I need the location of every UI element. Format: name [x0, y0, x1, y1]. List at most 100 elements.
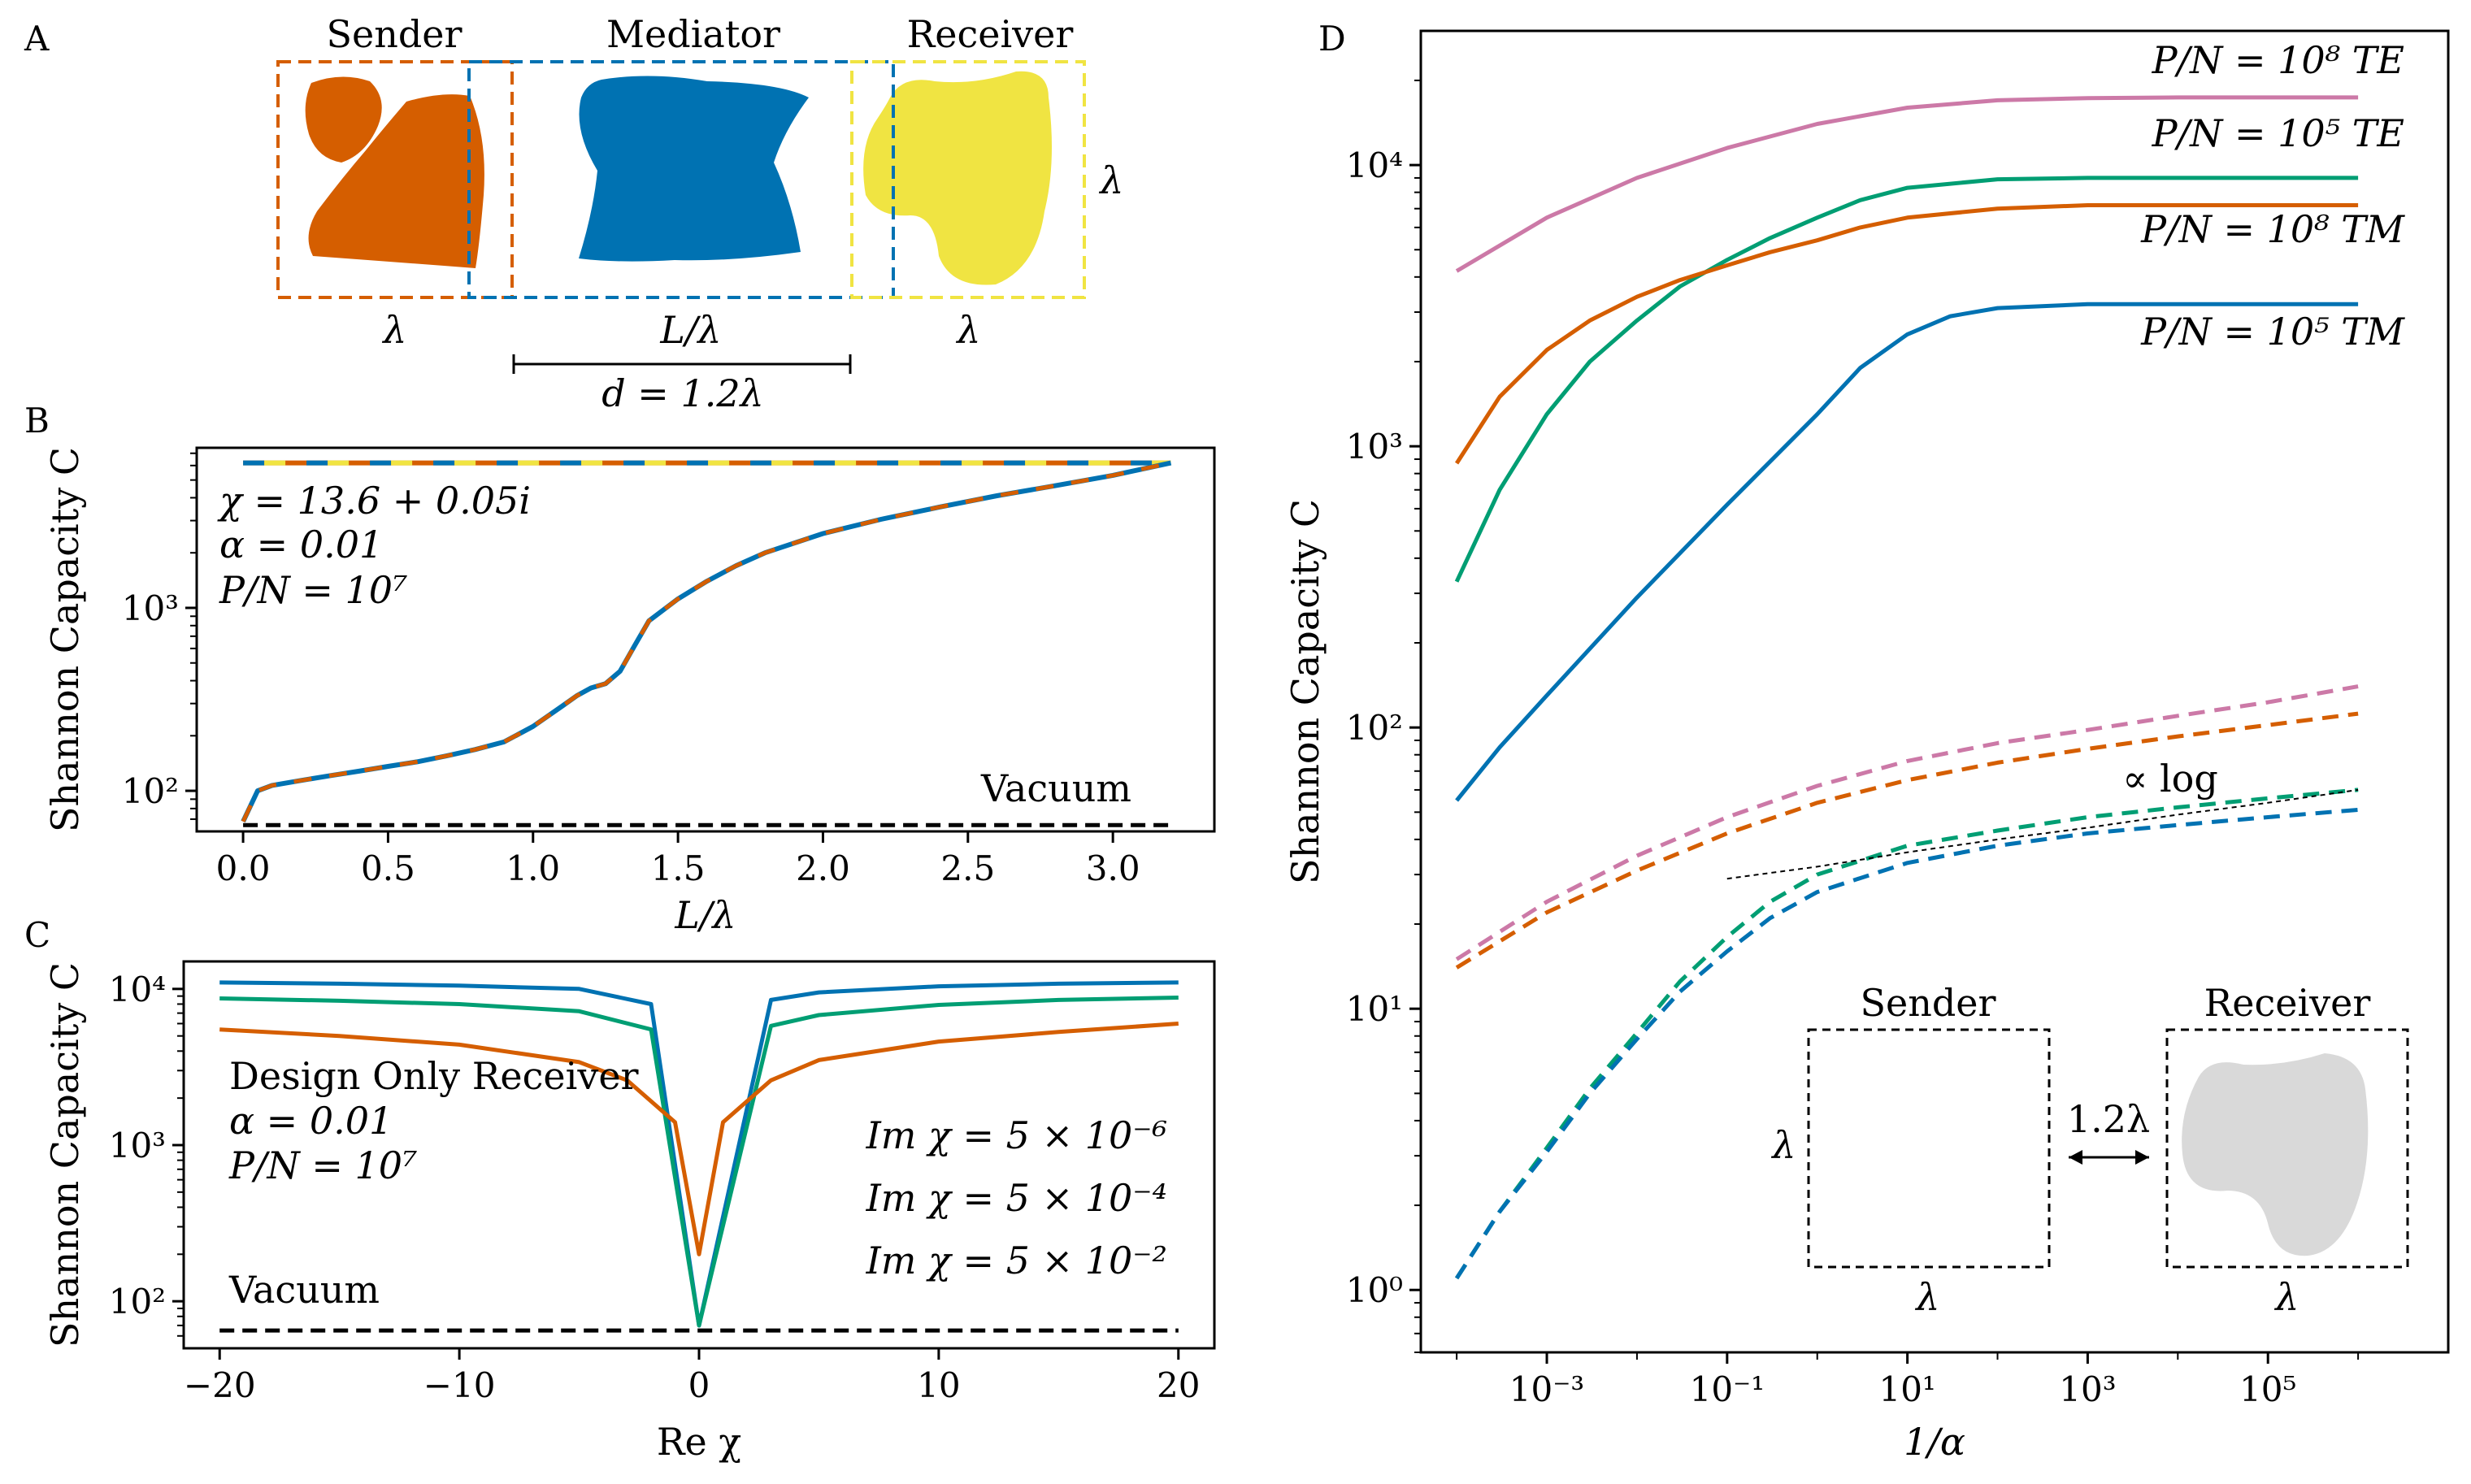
- legend-pn-1e5-te: P/N = 10⁵ TE: [2152, 111, 2404, 155]
- x-tick-label: 0: [688, 1365, 710, 1405]
- sender-width-label: λ: [381, 308, 406, 352]
- panel-label-a: A: [24, 19, 50, 59]
- panel-d-plot-area: [1454, 95, 2359, 1280]
- panel-d-x-ticks: 10⁻³ 10⁻¹ 10¹ 10³ 10⁵: [1456, 1352, 2360, 1409]
- y-tick-label: 10²: [122, 771, 179, 811]
- panel-c-vacuum-label: Vacuum: [228, 1268, 380, 1312]
- y-tick-label: 10⁴: [109, 970, 166, 1009]
- y-tick-label: 10¹: [1346, 989, 1403, 1029]
- y-tick-label: 10³: [122, 588, 179, 628]
- panel-c-plot-area: [219, 980, 1179, 1333]
- x-tick-label: −10: [423, 1365, 496, 1405]
- c-series-line-1: [219, 996, 1179, 1328]
- panel-a-schematic: A Sender Mediator Receiver λ L/λ λ λ d =…: [24, 12, 1124, 415]
- x-tick-label: −20: [184, 1365, 256, 1405]
- panel-c-y-ticks: 10² 10³ 10⁴: [109, 970, 184, 1337]
- x-tick-label: 10⁵: [2239, 1369, 2296, 1409]
- sender-label: Sender: [326, 12, 462, 56]
- panel-label-b: B: [24, 401, 50, 440]
- panel-b-pn-annotation: P/N = 10⁷: [219, 568, 407, 612]
- mediator-label: Mediator: [606, 12, 780, 56]
- x-tick-label: 2.0: [796, 848, 850, 888]
- panel-c-alpha-annotation: α = 0.01: [229, 1099, 393, 1143]
- legend-pn-1e5-tm: P/N = 10⁵ TM: [2140, 310, 2406, 354]
- panel-b-x-ticks: 0.0 0.5 1.0 1.5 2.0 2.5 3.0: [216, 831, 1140, 888]
- panel-b-y-ticks: 10² 10³: [122, 452, 197, 820]
- d-series-line-6: [1454, 788, 2359, 1280]
- panel-b-chi-annotation: χ = 13.6 + 0.05i: [217, 479, 531, 523]
- inset-receiver-box: [2165, 1028, 2409, 1269]
- legend-im-chi-5e-2: Im χ = 5 × 10⁻²: [866, 1239, 1167, 1282]
- inset-arrow-right-head: [2135, 1150, 2149, 1165]
- sender-large-blob: [308, 94, 484, 269]
- inset-height-label: λ: [1770, 1123, 1796, 1167]
- inset-receiver-blob: [2182, 1053, 2369, 1256]
- mediator-width-label: L/λ: [659, 308, 721, 352]
- legend-im-chi-5e-6: Im χ = 5 × 10⁻⁶: [866, 1113, 1167, 1157]
- panel-c-chart: C −20 −10 0 10 20 10² 10³ 10⁴ Design Only Rece…: [24, 915, 1216, 1464]
- x-tick-label: 10³: [2059, 1369, 2116, 1409]
- d-series-line-2: [1454, 203, 2359, 465]
- panel-b-chart: B 0.0 0.5 1.0 1.5 2.0 2.5 3.0 10² 10³ χ = 13.6 …: [24, 401, 1216, 937]
- panel-b-vacuum-label: Vacuum: [980, 766, 1131, 810]
- x-tick-label: 1.5: [651, 848, 706, 888]
- x-tick-label: 10¹: [1878, 1369, 1935, 1409]
- y-tick-label: 10³: [109, 1126, 166, 1165]
- y-tick-label: 10²: [1346, 708, 1403, 748]
- panel-d-y-axis-label: Shannon Capacity C: [1283, 499, 1327, 884]
- panel-c-pn-annotation: P/N = 10⁷: [228, 1143, 417, 1187]
- inset-distance-label: 1.2λ: [2067, 1097, 2150, 1141]
- d-series-line-3: [1455, 302, 2359, 802]
- inset-arrow-left-head: [2069, 1150, 2082, 1165]
- panel-c-x-ticks: −20 −10 0 10 20: [184, 1348, 1200, 1405]
- x-tick-label: 10⁻¹: [1690, 1369, 1765, 1409]
- y-tick-label: 10⁴: [1346, 145, 1403, 185]
- inset-sender-width-label: λ: [1914, 1275, 1939, 1319]
- b-capacity-dashed: [241, 461, 1172, 822]
- legend-pn-1e8-te: P/N = 10⁸ TE: [2152, 38, 2404, 82]
- panel-b-y-axis-label: Shannon Capacity C: [43, 447, 87, 832]
- mediator-box: [467, 60, 895, 299]
- panel-b-alpha-annotation: α = 0.01: [219, 523, 383, 566]
- receiver-box: [850, 60, 1086, 299]
- legend-im-chi-5e-4: Im χ = 5 × 10⁻⁴: [866, 1176, 1167, 1220]
- panel-d-frame: [1419, 29, 2450, 1354]
- panel-label-d: D: [1318, 19, 1346, 59]
- panel-c-x-axis-label: Re χ: [657, 1420, 741, 1464]
- mediator-blob: [579, 76, 809, 262]
- legend-pn-1e8-tm: P/N = 10⁸ TM: [2140, 207, 2406, 251]
- panel-c-y-axis-label: Shannon Capacity C: [43, 962, 87, 1347]
- inset-receiver-label: Receiver: [2204, 981, 2371, 1025]
- receiver-width-label: λ: [955, 308, 980, 352]
- height-label: λ: [1098, 158, 1123, 202]
- y-tick-label: 10³: [1346, 427, 1403, 466]
- x-tick-label: 10⁻³: [1509, 1369, 1584, 1409]
- panel-b-frame: [195, 446, 1216, 833]
- x-tick-label: 2.5: [940, 848, 995, 888]
- d-series-line-4: [1455, 684, 2359, 961]
- y-tick-label: 10²: [109, 1282, 166, 1321]
- d-series-line-0: [1455, 95, 2359, 273]
- x-tick-label: 0.5: [361, 848, 415, 888]
- panel-d-x-axis-label: 1/α: [1904, 1420, 1965, 1464]
- panel-d-chart: D 10⁻³ 10⁻¹ 10¹ 10³ 10⁵ 10⁰ 10¹ 10² 10³ 10⁴ P/N …: [1283, 19, 2450, 1464]
- proportional-log-label: ∝ log: [2122, 757, 2218, 801]
- x-tick-label: 0.0: [216, 848, 271, 888]
- panel-b-plot-area: [241, 460, 1172, 827]
- x-tick-label: 20: [1157, 1365, 1200, 1405]
- x-tick-label: 3.0: [1086, 848, 1140, 888]
- panel-d-y-ticks: 10⁰ 10¹ 10² 10³ 10⁴: [1346, 79, 1421, 1353]
- panel-label-c: C: [24, 915, 50, 955]
- d-series-line-7: [1454, 807, 2359, 1280]
- c-series-line-2: [219, 1022, 1179, 1256]
- sender-box: [276, 60, 514, 299]
- d-series-line-5: [1455, 711, 2359, 970]
- panel-c-design-annotation: Design Only Receiver: [229, 1054, 639, 1098]
- d-series-line-1: [1454, 176, 2359, 583]
- inset-receiver-width-label: λ: [2273, 1275, 2299, 1319]
- inset-sender-box: [1807, 1028, 2051, 1269]
- x-tick-label: 10: [917, 1365, 960, 1405]
- y-tick-label: 10⁰: [1346, 1270, 1403, 1310]
- panel-b-x-axis-label: L/λ: [674, 893, 736, 937]
